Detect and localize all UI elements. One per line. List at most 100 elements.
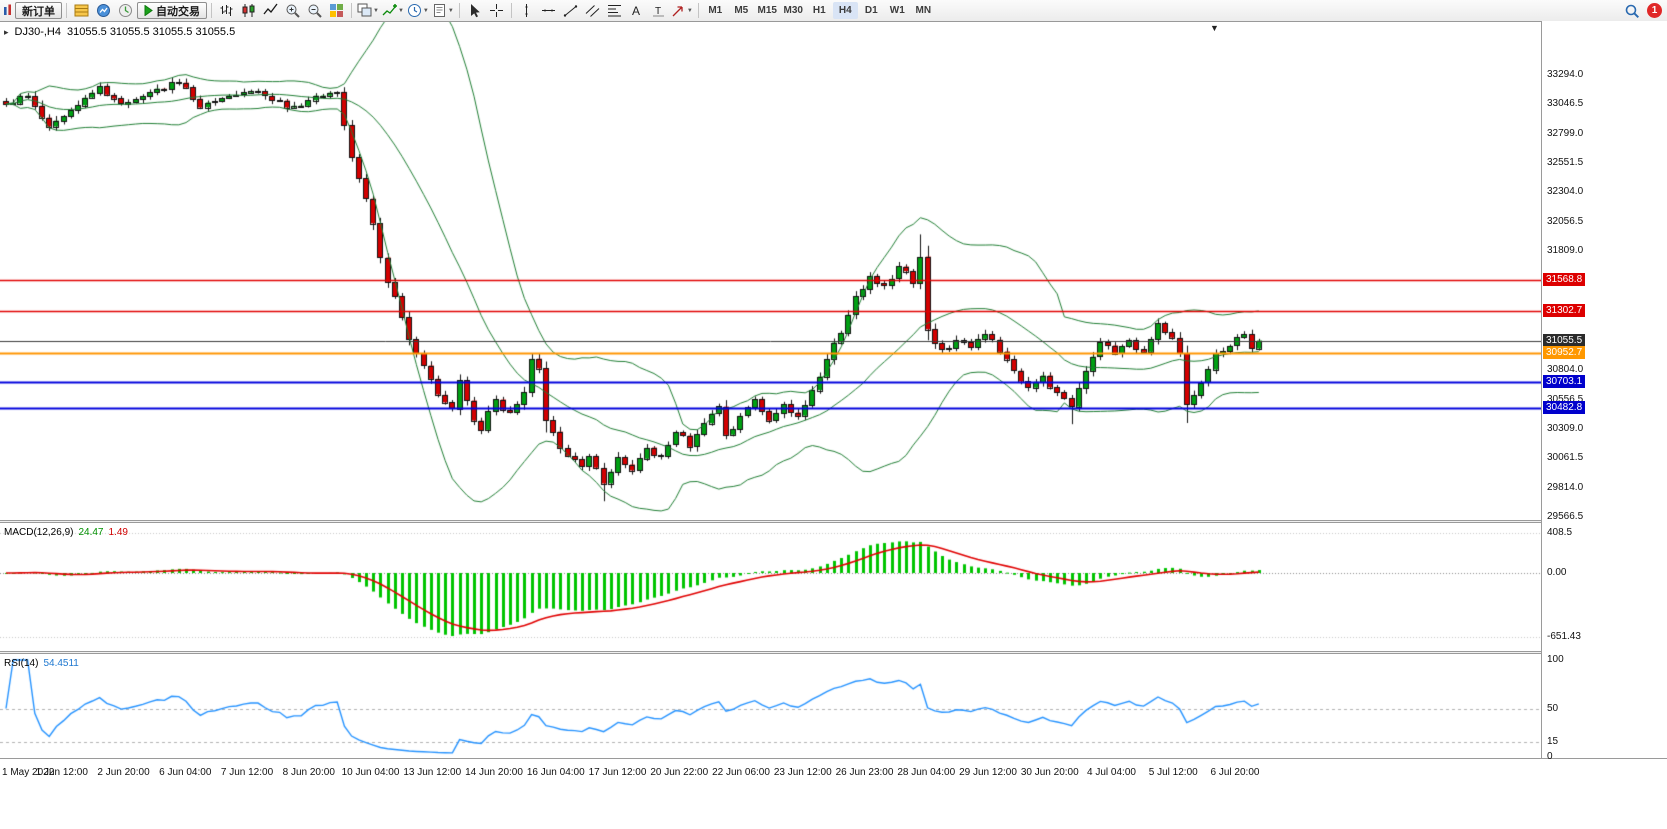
- templates-button[interactable]: ▼: [431, 1, 455, 20]
- price-tick-label: 32799.0: [1547, 127, 1584, 139]
- rsi-label: RSI(14) 54.4511: [4, 658, 79, 669]
- price-line-badge: 30952.7: [1543, 345, 1586, 359]
- main-chart[interactable]: [0, 22, 1541, 520]
- time-tick-label: 6 Jun 04:00: [159, 767, 212, 778]
- time-axis[interactable]: 1 May 2022 1 Jun 12:00 2 Jun 20:00 6 Jun 04…: [0, 758, 1667, 829]
- auto-trading-label: 自动交易: [156, 5, 200, 18]
- fibonacci-button[interactable]: [604, 1, 625, 20]
- timeframe-h4-button[interactable]: H4: [832, 2, 858, 19]
- time-tick-label: 7 Jun 12:00: [220, 767, 274, 778]
- zoom-out-button[interactable]: [304, 1, 325, 20]
- timeframe-m5-button[interactable]: M5: [734, 5, 749, 16]
- panel-divider[interactable]: [0, 651, 1667, 654]
- toolbar-separator: [211, 3, 212, 18]
- timeframe-h1-button[interactable]: H1: [812, 5, 826, 16]
- vertical-line-button[interactable]: [516, 1, 537, 20]
- price-line-badge: 31055.5: [1543, 333, 1586, 347]
- svg-text:A: A: [632, 4, 640, 18]
- price-tick-label: 32056.5: [1547, 215, 1584, 227]
- macd-name: MACD(12,26,9): [4, 527, 74, 538]
- timeframe-m1-button[interactable]: M1: [708, 5, 723, 16]
- price-line-badge: 30703.1: [1543, 375, 1586, 389]
- time-tick-label: 16 Jun 04:00: [526, 767, 585, 778]
- toolbar-separator: [66, 3, 67, 18]
- price-tick-label: 30556.5: [1547, 393, 1584, 405]
- candlestick-chart-button[interactable]: [238, 1, 259, 20]
- navigator-button[interactable]: [115, 1, 136, 20]
- rsi-scale-label: 100: [1547, 654, 1564, 665]
- zoom-out-icon: [308, 4, 322, 18]
- line-chart-icon: [263, 3, 278, 15]
- app-icon: [2, 1, 14, 20]
- search-button[interactable]: [1621, 1, 1642, 20]
- time-tick-label: 6 Jul 20:00: [1210, 767, 1260, 778]
- tile-windows-button[interactable]: [326, 1, 347, 20]
- cursor-button[interactable]: [464, 1, 485, 20]
- play-icon: [144, 5, 153, 16]
- rsi-name: RSI(14): [4, 658, 39, 669]
- template-icon: [433, 4, 445, 17]
- trendline-button[interactable]: [560, 1, 581, 20]
- timeframe-m15-button[interactable]: M15: [757, 5, 777, 16]
- timeframe-mn-button[interactable]: MN: [915, 5, 932, 16]
- label-icon: T: [652, 6, 664, 17]
- toolbar: 新订单 自动交易: [0, 0, 1667, 21]
- new-order-button[interactable]: 新订单: [15, 2, 62, 19]
- market-watch-button[interactable]: [93, 1, 114, 20]
- indicator-plus-icon: [382, 4, 397, 16]
- chevron-down-icon: ▼: [686, 7, 693, 14]
- price-tick-label: 33046.5: [1547, 98, 1584, 110]
- shapes-button[interactable]: ▼: [670, 1, 694, 20]
- notification-badge[interactable]: 1: [1647, 3, 1662, 18]
- bar-chart-button[interactable]: [216, 1, 237, 20]
- chart-window-icon: [74, 4, 89, 17]
- chart-shift-marker[interactable]: ▼: [1210, 23, 1219, 33]
- new-chart-button[interactable]: [71, 1, 92, 20]
- zoom-in-button[interactable]: [282, 1, 303, 20]
- timeframe-w1-button[interactable]: W1: [889, 5, 905, 16]
- macd-scale-label: 0.00: [1547, 567, 1567, 578]
- rsi-panel[interactable]: [0, 654, 1541, 758]
- price-tick-label: 32551.5: [1547, 157, 1584, 169]
- text-button[interactable]: A: [626, 1, 647, 20]
- bar-chart-icon: [220, 5, 233, 16]
- indicators-button[interactable]: ▼: [381, 1, 405, 20]
- price-axis[interactable]: 33294.0 33046.5 32799.0 32551.5 32304.0 32056…: [1541, 21, 1667, 762]
- time-tick-label: 29 Jun 12:00: [959, 767, 1017, 778]
- timeframe-d1-button[interactable]: D1: [864, 5, 878, 16]
- price-tick-label: 29566.5: [1547, 511, 1584, 523]
- rsi-value: 54.4511: [43, 658, 79, 669]
- horizontal-line-button[interactable]: [538, 1, 559, 20]
- one-click-trading-toggle[interactable]: ▸: [4, 26, 9, 37]
- price-tick-label: 30804.0: [1547, 364, 1584, 376]
- zoom-in-icon: [286, 4, 300, 18]
- periods-button[interactable]: ▼: [406, 1, 430, 20]
- panel-divider[interactable]: [0, 520, 1667, 523]
- crosshair-button[interactable]: [486, 1, 507, 20]
- time-tick-label: 20 Jun 22:00: [650, 767, 709, 778]
- arrange-windows-button[interactable]: ▼: [356, 1, 380, 20]
- text-icon: A: [632, 4, 640, 18]
- auto-trading-button[interactable]: 自动交易: [137, 2, 207, 19]
- price-tick-label: 33294.0: [1547, 69, 1584, 80]
- timeframe-m30-button[interactable]: M30: [783, 5, 803, 16]
- svg-text:T: T: [655, 6, 661, 17]
- price-tick-label: 30061.5: [1547, 452, 1584, 464]
- price-line-badge: 31568.8: [1543, 272, 1586, 286]
- price-tick-label: 31809.0: [1547, 245, 1584, 257]
- macd-panel[interactable]: [0, 523, 1541, 651]
- time-tick-label: 17 Jun 12:00: [588, 767, 647, 778]
- price-tick-label: 29814.0: [1547, 481, 1584, 493]
- macd-scale-label: 408.5: [1547, 527, 1573, 538]
- time-tick-label: 10 Jun 04:00: [341, 767, 400, 778]
- navigator-icon: [119, 4, 132, 17]
- chart-title: ▸ DJ30-,H4 31055.5 31055.5 31055.5 31055…: [4, 26, 235, 38]
- rsi-scale-label: 15: [1547, 736, 1559, 748]
- label-button[interactable]: T: [648, 1, 669, 20]
- time-tick-label: 28 Jun 04:00: [897, 767, 956, 778]
- channel-button[interactable]: [582, 1, 603, 20]
- rsi-scale-label: 50: [1547, 702, 1559, 714]
- macd-scale-label: -651.43: [1547, 630, 1581, 642]
- line-chart-button[interactable]: [260, 1, 281, 20]
